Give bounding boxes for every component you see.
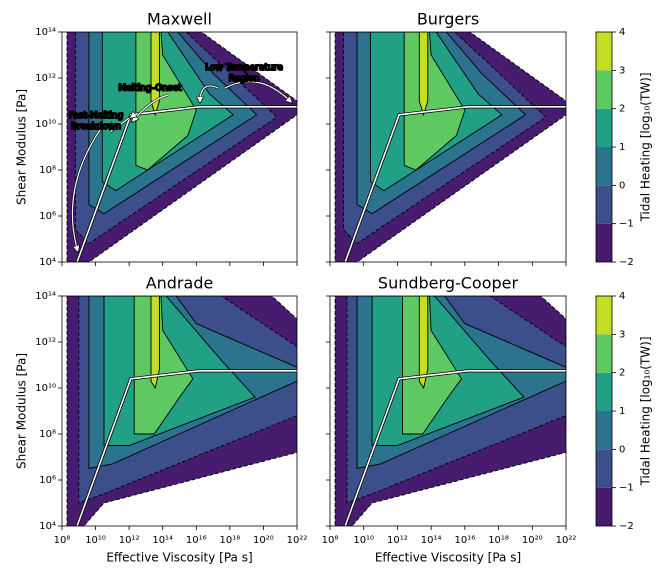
colorbar-tick-label: 2 xyxy=(619,104,625,115)
annotation-arrow xyxy=(224,81,292,103)
y-tick-label: 10⁶ xyxy=(39,211,56,222)
y-tick-label: 10¹⁴ xyxy=(35,27,56,38)
annotation: Fast-Melting Breakdown xyxy=(69,111,124,132)
colorbar-tick-label: 4 xyxy=(619,27,625,38)
contour-region xyxy=(133,296,194,435)
y-tick-label: 10¹⁰ xyxy=(35,119,56,130)
axes-frame xyxy=(329,295,567,527)
x-tick-label: 10¹⁸ xyxy=(219,535,240,546)
annotation: Low Temperature Region xyxy=(205,63,283,84)
colorbar-tick-label: −2 xyxy=(619,257,634,268)
y-tick-label: 10¹² xyxy=(35,337,56,348)
axes-frame xyxy=(61,295,298,527)
plot-area xyxy=(334,32,566,262)
colorbar-tick-label: −2 xyxy=(619,521,634,532)
colorbar-band xyxy=(596,411,612,450)
x-tick-label: 10¹⁴ xyxy=(421,535,442,546)
colorbar-tick-label: 2 xyxy=(619,368,625,379)
annotation-arrow xyxy=(200,85,219,103)
y-tick-label: 10¹² xyxy=(35,73,56,84)
colorbar-band xyxy=(596,108,612,147)
contour-region xyxy=(418,32,429,117)
contour-region xyxy=(150,32,160,117)
colorbar-band xyxy=(596,32,612,71)
regime-boundary xyxy=(344,369,566,526)
contour-region xyxy=(402,296,463,435)
contour-region xyxy=(418,296,429,390)
colorbar-label: Tidal Heating [log₁₀(TW)] xyxy=(639,72,653,222)
colorbar-tick-label: 1 xyxy=(619,406,625,417)
colorbar-band xyxy=(596,147,612,186)
plot-area xyxy=(66,296,297,526)
y-tick-label: 10⁴ xyxy=(39,521,56,532)
y-tick-label: 10⁴ xyxy=(39,257,56,268)
regime-boundary xyxy=(76,369,297,526)
x-tick-label: 10¹⁶ xyxy=(454,535,475,546)
regime-boundary xyxy=(344,106,566,262)
x-axis-label: Effective Viscosity [Pa s] xyxy=(375,551,521,565)
colorbar-tick-label: −1 xyxy=(619,483,634,494)
x-tick-label: 10¹⁰ xyxy=(353,535,374,546)
colorbar-tick-label: 3 xyxy=(619,329,625,340)
x-tick-label: 10¹⁸ xyxy=(488,535,509,546)
colorbar-tick-label: 4 xyxy=(619,291,625,302)
y-tick-label: 10¹⁴ xyxy=(35,291,56,302)
x-tick-label: 10¹⁶ xyxy=(186,535,207,546)
x-tick-label: 10⁸ xyxy=(54,535,71,546)
x-tick-label: 10¹⁴ xyxy=(152,535,173,546)
annotation-arrow xyxy=(109,116,133,133)
x-tick-label: 10¹⁰ xyxy=(85,535,106,546)
y-tick-label: 10⁸ xyxy=(39,429,56,440)
y-axis-label: Shear Modulus [Pa] xyxy=(15,89,29,205)
y-axis-label: Shear Modulus [Pa] xyxy=(15,353,29,469)
x-tick-label: 10²² xyxy=(287,535,308,546)
x-tick-label: 10²² xyxy=(556,535,577,546)
panel-title: Burgers xyxy=(417,10,479,29)
panel-title: Sundberg-Cooper xyxy=(378,274,519,293)
colorbar-band xyxy=(596,223,612,262)
regime-boundary xyxy=(76,106,297,262)
colorbar-tick-label: 1 xyxy=(619,142,625,153)
colorbar-tick-label: 0 xyxy=(619,444,625,455)
colorbar-label: Tidal Heating [log₁₀(TW)] xyxy=(639,336,653,486)
plot-area xyxy=(334,296,566,526)
annotation: Melting-Onset xyxy=(118,84,182,94)
panel-title: Andrade xyxy=(146,274,214,293)
panel-title: Maxwell xyxy=(147,10,212,29)
colorbar-tick-label: 3 xyxy=(619,65,625,76)
plot-area xyxy=(66,32,297,262)
x-tick-label: 10⁸ xyxy=(322,535,339,546)
axes-frame xyxy=(329,31,567,263)
x-tick-label: 10²⁰ xyxy=(253,535,274,546)
colorbar-band xyxy=(596,185,612,224)
colorbar-band xyxy=(596,372,612,411)
x-tick-label: 10²⁰ xyxy=(522,535,543,546)
y-tick-label: 10⁸ xyxy=(39,165,56,176)
colorbar-band xyxy=(596,449,612,488)
x-tick-label: 10¹² xyxy=(119,535,140,546)
y-tick-label: 10⁶ xyxy=(39,475,56,486)
annotation-arrow xyxy=(71,129,101,252)
colorbar-band xyxy=(596,70,612,109)
colorbar-band xyxy=(596,296,612,335)
colorbar-tick-label: 0 xyxy=(619,180,625,191)
contour-region xyxy=(150,296,160,390)
x-tick-label: 10¹² xyxy=(387,535,408,546)
colorbar-tick-label: −1 xyxy=(619,219,634,230)
axes-frame xyxy=(61,31,298,263)
colorbar-band xyxy=(596,487,612,526)
colorbar-band xyxy=(596,334,612,373)
x-axis-label: Effective Viscosity [Pa s] xyxy=(106,551,252,565)
y-tick-label: 10¹⁰ xyxy=(35,383,56,394)
